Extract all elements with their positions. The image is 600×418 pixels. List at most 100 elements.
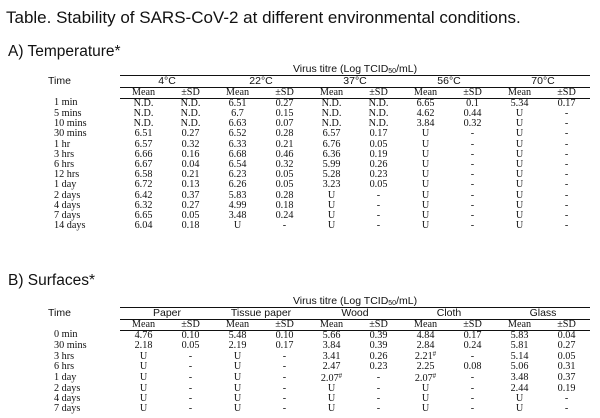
table-row: 1 min N.D. N.D. 6.51 0.27 N.D. N.D. 6.65 0.1 5.34… — [44, 98, 590, 109]
sd-cell: 0.13 — [181, 180, 200, 191]
sd-cell: - — [470, 383, 475, 394]
sd-cell: - — [470, 190, 475, 201]
mean-cell: 5.83 — [510, 330, 529, 341]
sd-cell: - — [470, 404, 475, 415]
mean-cell: U — [327, 383, 336, 394]
mean-cell: U — [421, 139, 430, 150]
sd-cell: - — [564, 200, 569, 211]
mean-cell: 2.44 — [510, 383, 529, 394]
mean-header: Mean — [120, 87, 167, 99]
titre-subscript: 50 — [388, 300, 397, 307]
sd-header: ±SD — [543, 87, 591, 99]
sd-cell: 0.26 — [369, 351, 388, 362]
mean-cell: 6.7 — [231, 108, 244, 119]
sd-cell: - — [564, 393, 569, 404]
sd-cell: - — [564, 170, 569, 181]
sd-cell: - — [564, 404, 569, 415]
time-cell: 2 days — [54, 383, 81, 394]
sd-cell: - — [282, 351, 287, 362]
mean-cell: U — [139, 362, 148, 373]
mean-cell: U — [233, 221, 242, 232]
table-row: 6 hrs U - U - 2.47 0.23 2.25 0.08 5.06 0.31 — [44, 362, 590, 372]
titre-suffix: /mL) — [396, 296, 418, 307]
mean-cell: 2.18 — [134, 340, 153, 351]
condition-header: Wood — [308, 307, 402, 320]
mean-cell: U — [233, 404, 242, 415]
mean-cell: 6.51 — [134, 129, 153, 140]
table-row: 3 hrs 6.66 0.16 6.68 0.46 6.36 0.19 U - U - — [44, 150, 590, 160]
sd-cell: - — [564, 119, 569, 130]
mean-cell: U — [139, 393, 148, 404]
sd-cell: - — [470, 170, 475, 181]
mean-cell: 5.83 — [228, 190, 247, 201]
mean-header: Mean — [120, 319, 167, 331]
sd-cell: 0.28 — [275, 190, 294, 201]
mean-cell: 3.48 — [228, 210, 247, 221]
time-cell: 10 mins — [54, 119, 87, 130]
sd-cell: - — [564, 180, 569, 191]
sd-cell: - — [564, 129, 569, 140]
table-row: 7 days U - U - U - U - U - — [44, 404, 590, 414]
table-row: 10 mins N.D. N.D. 6.63 0.07 N.D. N.D. 3.84 0.32 U… — [44, 119, 590, 129]
table-row: 30 mins 2.18 0.05 2.19 0.17 3.84 0.39 2.84 0.24 5… — [44, 341, 590, 351]
sd-cell: 0.05 — [275, 170, 294, 181]
mean-cell: 2.07# — [320, 372, 343, 384]
sd-cell: 0.31 — [557, 362, 576, 373]
mean-cell: U — [515, 149, 524, 160]
mean-cell: U — [421, 210, 430, 221]
condition-header: 4°C — [120, 75, 214, 88]
sd-cell: 0.27 — [557, 340, 576, 351]
mean-cell: U — [421, 190, 430, 201]
table-row: 1 hr 6.57 0.32 6.33 0.21 6.76 0.05 U - U - — [44, 140, 590, 150]
sd-cell: - — [376, 221, 381, 232]
mean-cell: 6.65 — [416, 98, 435, 109]
mean-cell: 5.81 — [510, 340, 529, 351]
condition-header-row: Paper Tissue paper Wood Cloth Glass — [44, 307, 591, 320]
sd-cell: 0.24 — [463, 340, 482, 351]
mean-cell: U — [421, 170, 430, 181]
sd-cell: - — [376, 383, 381, 394]
sd-header: ±SD — [449, 87, 496, 99]
sd-cell: - — [188, 372, 193, 384]
footnote-mark: # — [338, 372, 343, 380]
mean-cell: 6.63 — [228, 119, 247, 130]
mean-cell: U — [233, 383, 242, 394]
condition-header: Paper — [120, 307, 214, 320]
table-row: 0 min 4.76 0.10 5.48 0.10 5.66 0.39 4.84 0.17 5.8… — [44, 330, 590, 341]
sd-cell: N.D. — [368, 119, 389, 130]
table-row: 2 days 6.42 0.37 5.83 0.28 U - U - U - — [44, 191, 590, 201]
sd-cell: 0.1 — [466, 98, 479, 109]
sd-cell: 0.17 — [463, 330, 482, 341]
mean-cell: 6.58 — [134, 170, 153, 181]
mean-cell: 6.57 — [322, 129, 341, 140]
time-cell: 5 mins — [54, 108, 82, 119]
mean-cell: 2.21# — [414, 351, 437, 363]
sd-cell: - — [564, 139, 569, 150]
mean-cell: 6.72 — [134, 180, 153, 191]
temperature-table: Time Virus titre (Log TCID50/mL) 4°C 22°C 37… — [44, 64, 591, 231]
sd-cell: 0.28 — [275, 129, 294, 140]
time-cell: 6 hrs — [54, 159, 75, 170]
mean-cell: 3.48 — [510, 372, 529, 384]
mean-cell: U — [139, 404, 148, 415]
sd-cell: 0.04 — [181, 159, 200, 170]
table-row: 6 hrs 6.67 0.04 6.54 0.32 5.99 0.26 U - U - — [44, 160, 590, 170]
mean-cell: U — [233, 351, 242, 362]
table-row: 14 days 6.04 0.18 U - U - U - U - — [44, 221, 590, 231]
time-cell: 1 day — [54, 180, 77, 191]
sd-cell: - — [188, 383, 193, 394]
section-b-heading: B) Surfaces* — [8, 272, 96, 289]
sd-cell: N.D. — [180, 98, 201, 109]
table-row: 4 days 6.32 0.27 4.99 0.18 U - U - U - — [44, 201, 590, 211]
mean-cell: U — [515, 119, 524, 130]
sd-cell: 0.10 — [275, 330, 294, 341]
time-cell: 1 day — [54, 372, 77, 384]
sd-cell: - — [376, 372, 381, 384]
mean-cell: 3.84 — [322, 340, 341, 351]
sd-cell: 0.37 — [557, 372, 576, 384]
mean-cell: 6.23 — [228, 170, 247, 181]
titre-header-row: Time Virus titre (Log TCID50/mL) — [44, 64, 590, 86]
sd-cell: N.D. — [180, 108, 201, 119]
footnote-mark: # — [432, 372, 437, 380]
